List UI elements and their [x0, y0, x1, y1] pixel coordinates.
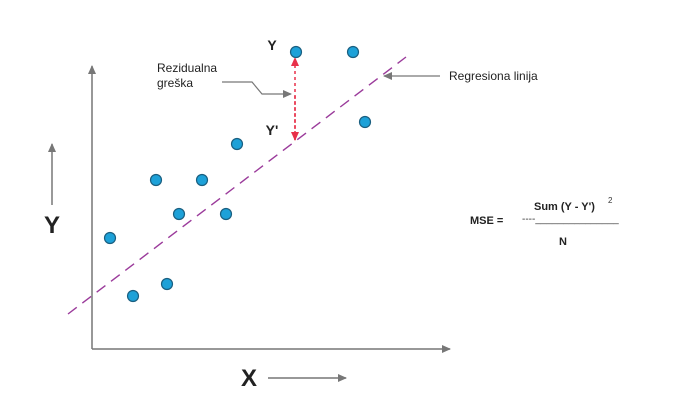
- mse-exponent: 2: [608, 196, 613, 205]
- mse-fraction-bar: ----_______________: [522, 214, 619, 225]
- point-y-label: Y: [267, 37, 277, 53]
- data-point: [230, 137, 244, 151]
- data-point: [172, 207, 186, 221]
- mse-denominator: N: [559, 236, 567, 248]
- data-point: [289, 45, 303, 59]
- data-point: [103, 231, 117, 245]
- data-point: [149, 173, 163, 187]
- residual-label-line2: greška: [157, 76, 193, 90]
- mse-lhs: MSE =: [470, 215, 503, 227]
- regression-line: [67, 56, 407, 315]
- point-y-prime-label: Y': [266, 122, 279, 138]
- data-point: [358, 115, 372, 129]
- data-point: [126, 289, 140, 303]
- pointer-arrow-icon: [222, 81, 292, 98]
- y-axis-label: Y: [44, 212, 60, 239]
- regression-line-label: Regresiona linija: [449, 69, 538, 83]
- data-point: [195, 173, 209, 187]
- data-point: [219, 207, 233, 221]
- residual-label-line1: Rezidualna: [157, 61, 217, 75]
- x-axis-label: X: [241, 365, 257, 392]
- data-point: [160, 277, 174, 291]
- data-point: [346, 45, 360, 59]
- mse-numerator: Sum (Y - Y'): [534, 201, 595, 213]
- data-points: [103, 45, 372, 303]
